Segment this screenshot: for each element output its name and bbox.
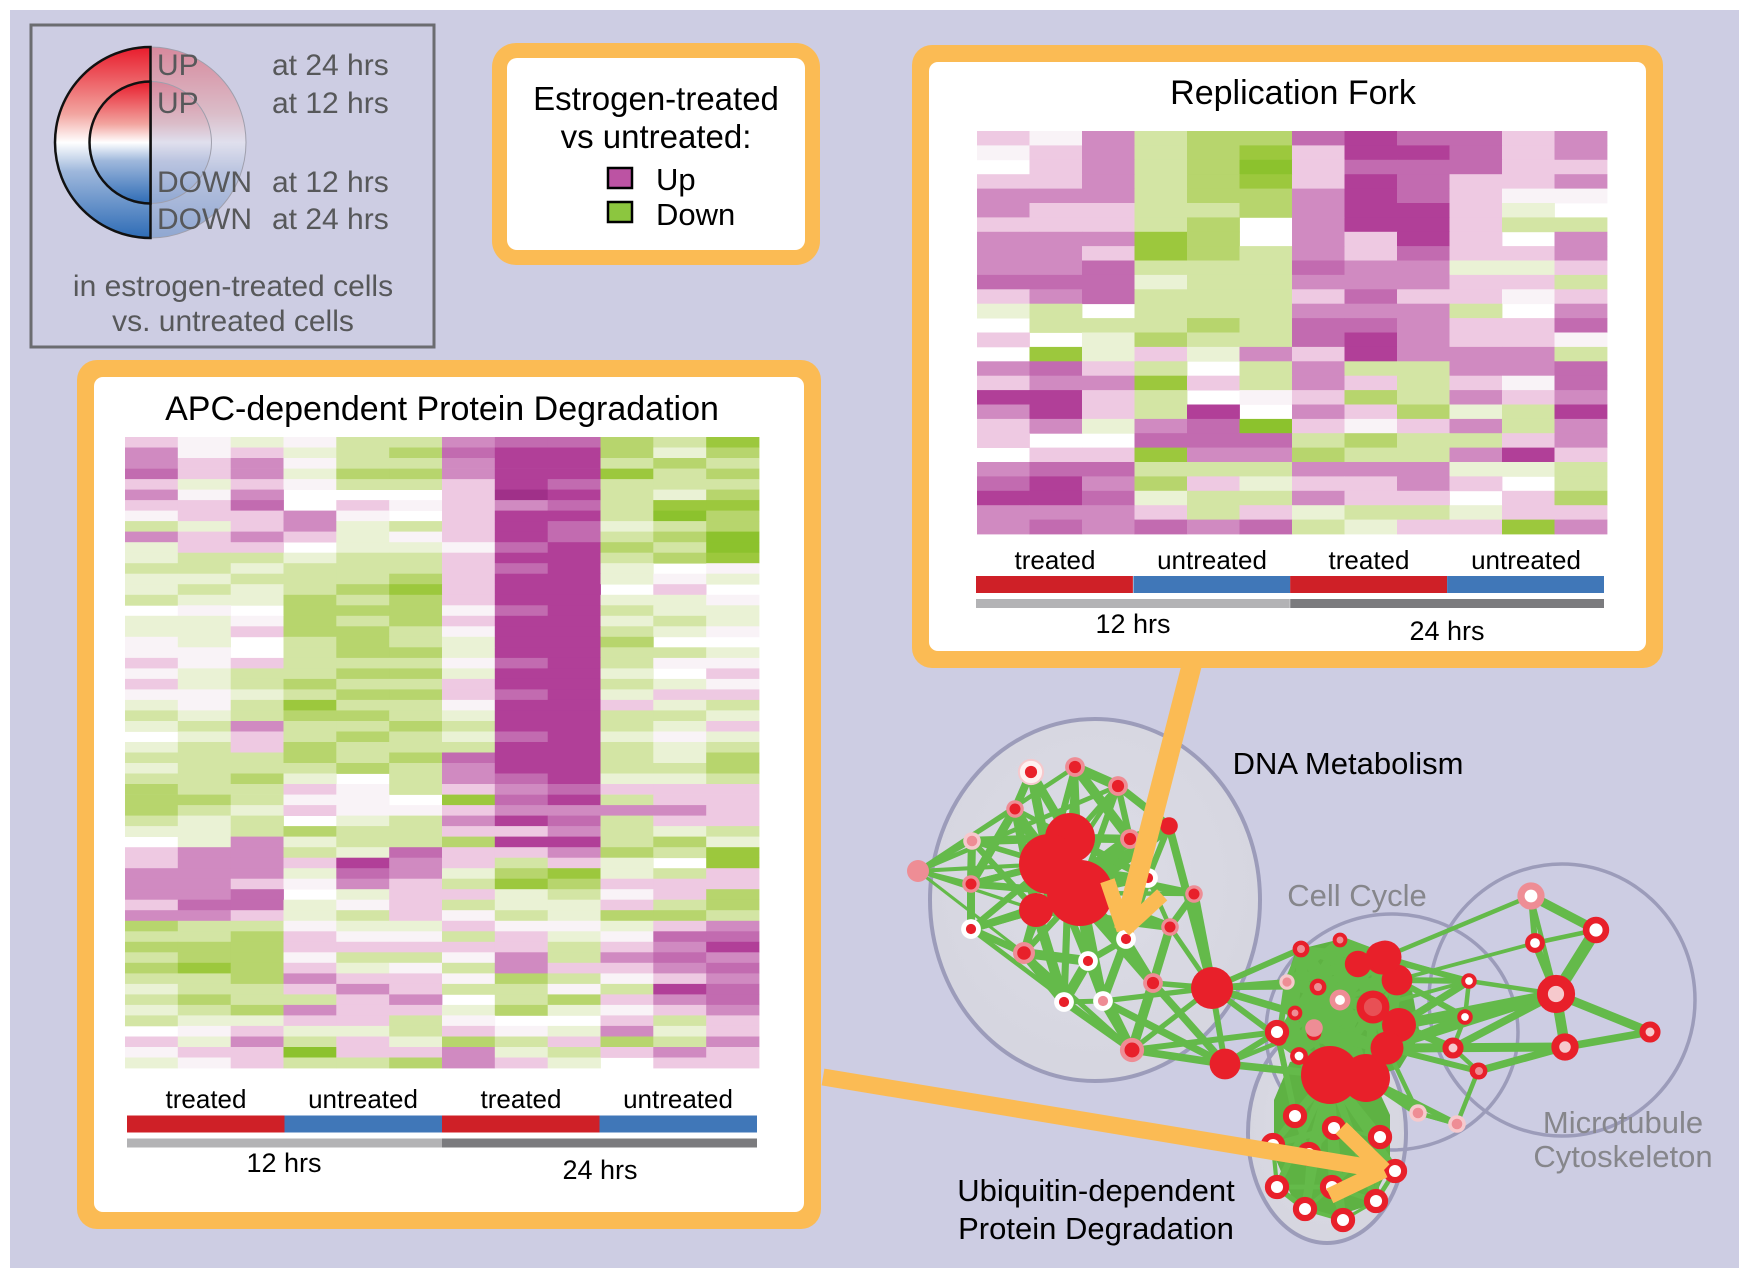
svg-text:24 hrs: 24 hrs <box>562 1155 637 1185</box>
svg-text:vs untreated:: vs untreated: <box>561 118 752 155</box>
svg-text:DNA Metabolism: DNA Metabolism <box>1233 746 1464 781</box>
svg-text:Cell Cycle: Cell Cycle <box>1287 878 1427 913</box>
svg-text:12 hrs: 12 hrs <box>246 1148 321 1178</box>
svg-text:untreated: untreated <box>1471 545 1581 575</box>
svg-text:Protein Degradation: Protein Degradation <box>958 1211 1234 1246</box>
svg-text:UP: UP <box>157 49 199 82</box>
svg-text:untreated: untreated <box>1157 545 1267 575</box>
svg-text:untreated: untreated <box>308 1084 418 1114</box>
svg-text:at 12 hrs: at 12 hrs <box>272 166 389 199</box>
svg-text:Estrogen-treated: Estrogen-treated <box>533 80 779 117</box>
svg-text:Replication Fork: Replication Fork <box>1170 74 1417 112</box>
svg-text:12 hrs: 12 hrs <box>1095 609 1170 639</box>
svg-text:treated: treated <box>166 1084 247 1114</box>
svg-text:Down: Down <box>656 197 735 232</box>
svg-text:Ubiquitin-dependent: Ubiquitin-dependent <box>957 1173 1235 1208</box>
svg-text:Microtubule: Microtubule <box>1543 1105 1703 1140</box>
svg-text:treated: treated <box>481 1084 562 1114</box>
svg-text:Cytoskeleton: Cytoskeleton <box>1533 1139 1712 1174</box>
svg-text:UP: UP <box>157 87 199 120</box>
svg-text:DOWN: DOWN <box>157 166 252 199</box>
svg-text:treated: treated <box>1015 545 1096 575</box>
svg-text:at 24 hrs: at 24 hrs <box>272 49 389 82</box>
svg-text:vs. untreated cells: vs. untreated cells <box>112 305 354 338</box>
svg-text:Up: Up <box>656 162 696 197</box>
svg-text:treated: treated <box>1329 545 1410 575</box>
svg-text:at 12 hrs: at 12 hrs <box>272 87 389 120</box>
svg-text:at 24 hrs: at 24 hrs <box>272 203 389 236</box>
svg-text:in estrogen-treated cells: in estrogen-treated cells <box>73 270 393 303</box>
svg-text:untreated: untreated <box>623 1084 733 1114</box>
svg-text:24 hrs: 24 hrs <box>1409 616 1484 646</box>
svg-text:APC-dependent Protein Degradat: APC-dependent Protein Degradation <box>165 390 719 428</box>
svg-text:DOWN: DOWN <box>157 203 252 236</box>
